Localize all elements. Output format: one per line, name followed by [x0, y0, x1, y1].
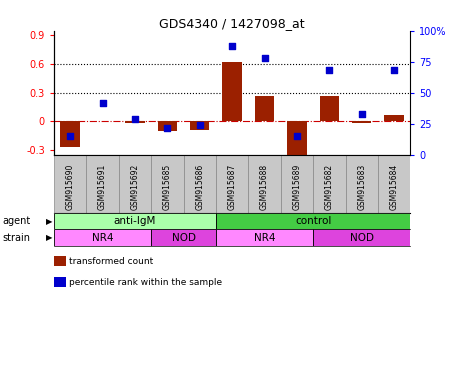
Text: GSM915686: GSM915686 [195, 164, 204, 210]
Bar [346, 155, 378, 213]
Bar [255, 96, 274, 121]
Text: anti-IgM: anti-IgM [114, 216, 156, 226]
Point [358, 111, 365, 117]
Bar [313, 155, 346, 213]
Bar [190, 121, 210, 130]
Point [67, 133, 74, 139]
Bar [183, 155, 216, 213]
Bar [216, 155, 249, 213]
Point [261, 55, 268, 61]
Bar [216, 213, 410, 230]
Bar [313, 230, 410, 246]
Text: NR4: NR4 [254, 233, 275, 243]
Bar [119, 155, 151, 213]
Point [164, 124, 171, 131]
Bar [151, 230, 216, 246]
Bar [378, 155, 410, 213]
Text: agent: agent [2, 216, 30, 226]
Text: control: control [295, 216, 332, 226]
Bar [54, 230, 151, 246]
Bar [61, 121, 80, 147]
Bar [125, 121, 144, 123]
Text: NR4: NR4 [92, 233, 113, 243]
Point [99, 100, 106, 106]
Text: ▶: ▶ [46, 233, 53, 242]
Text: GSM915682: GSM915682 [325, 164, 334, 210]
Bar [86, 155, 119, 213]
Bar [249, 155, 281, 213]
Text: GSM915685: GSM915685 [163, 164, 172, 210]
Bar [54, 155, 86, 213]
Text: ▶: ▶ [46, 217, 53, 226]
Text: GSM915683: GSM915683 [357, 164, 366, 210]
Bar [222, 62, 242, 121]
Text: GSM915687: GSM915687 [227, 164, 237, 210]
Bar [385, 115, 404, 121]
Point [131, 116, 139, 122]
Bar [216, 230, 313, 246]
Text: GSM915691: GSM915691 [98, 164, 107, 210]
Point [196, 122, 204, 128]
Point [228, 43, 236, 49]
Text: GSM915688: GSM915688 [260, 164, 269, 210]
Text: GSM915692: GSM915692 [130, 164, 139, 210]
Text: GSM915684: GSM915684 [390, 164, 399, 210]
Bar [281, 155, 313, 213]
Text: GSM915690: GSM915690 [66, 164, 75, 210]
Text: transformed count: transformed count [69, 257, 153, 266]
Text: GSM915689: GSM915689 [293, 164, 302, 210]
Bar [287, 121, 307, 155]
Bar [352, 121, 371, 123]
Point [293, 133, 301, 139]
Text: NOD: NOD [350, 233, 374, 243]
Title: GDS4340 / 1427098_at: GDS4340 / 1427098_at [159, 17, 305, 30]
Point [325, 68, 333, 74]
Bar [320, 96, 339, 121]
Text: percentile rank within the sample: percentile rank within the sample [69, 278, 222, 287]
Text: NOD: NOD [172, 233, 196, 243]
Point [390, 68, 398, 74]
Bar [151, 155, 183, 213]
Text: strain: strain [2, 233, 30, 243]
Bar [158, 121, 177, 131]
Bar [54, 213, 216, 230]
